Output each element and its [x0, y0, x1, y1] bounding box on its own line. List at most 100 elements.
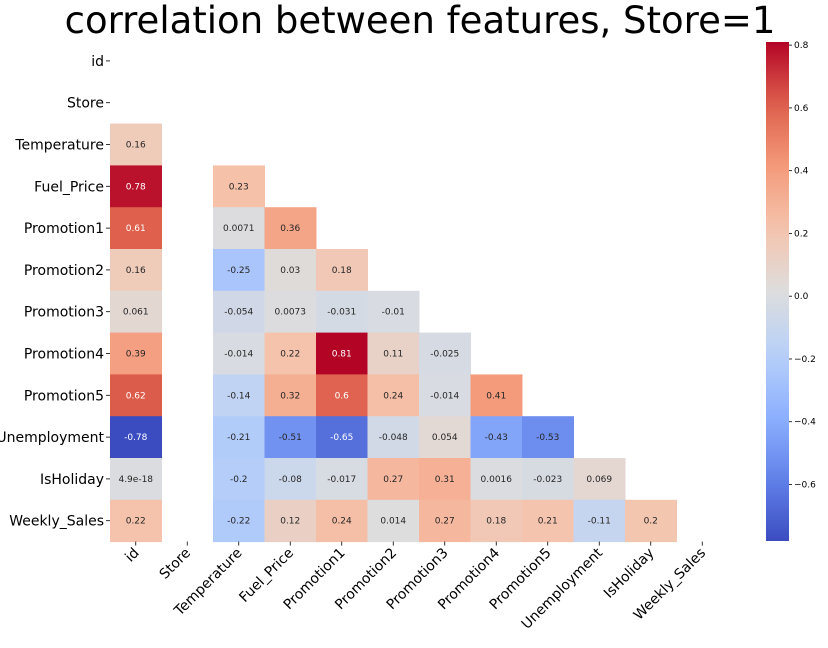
heatmap-cell	[367, 332, 420, 375]
heatmap-cell	[522, 499, 574, 543]
cell-value-label: 0.0073	[275, 308, 307, 318]
colorbar-gradient	[766, 42, 789, 541]
y-tick-label: Promotion3	[24, 305, 104, 321]
colorbar-tick-label: −0.6	[794, 481, 816, 491]
heatmap-cell	[110, 499, 162, 543]
cell-value-label: 0.23	[229, 182, 249, 192]
cell-value-label: -0.08	[279, 475, 303, 485]
y-tick-label: Promotion4	[24, 347, 104, 363]
cell-value-label: 0.2	[644, 517, 658, 527]
y-tick-label: Unemployment	[0, 430, 104, 446]
cell-value-label: 0.0071	[223, 224, 255, 234]
heatmap-cell	[213, 374, 265, 417]
heatmap-cell	[625, 499, 677, 543]
y-tick-label: Promotion5	[24, 388, 104, 404]
cell-value-label: -0.01	[382, 308, 405, 318]
cell-value-label: 0.069	[586, 475, 612, 485]
cell-value-label: 0.12	[280, 517, 300, 527]
y-tick-label: Fuel_Price	[34, 179, 104, 195]
x-tick-label: id	[122, 545, 142, 565]
cell-value-label: 0.16	[126, 141, 146, 151]
colorbar-tick-label: −0.2	[794, 355, 816, 365]
cell-value-label: -0.25	[227, 266, 250, 276]
heatmap-cell	[573, 458, 626, 501]
x-tick-label: Store	[157, 545, 194, 582]
heatmap-cell	[264, 332, 317, 375]
colorbar-tick-label: 0.0	[794, 292, 809, 302]
cell-value-label: -0.031	[327, 308, 356, 318]
heatmap-cell	[264, 290, 317, 334]
heatmap-cell	[110, 207, 162, 250]
cell-value-label: 4.9e-18	[118, 475, 153, 485]
heatmap-cell	[264, 207, 317, 250]
cell-value-label: -0.21	[227, 433, 250, 443]
colorbar-tick-label: 0.4	[794, 167, 809, 177]
heatmap-cell	[470, 499, 523, 543]
heatmap-cell-values: 0.16 0.78 0.23 0.61 0.0071 0.36 0.16 -0.25 0.03 0…	[118, 141, 657, 527]
y-tick-label: id	[91, 54, 104, 70]
heatmap-cell	[419, 416, 471, 459]
cell-value-label: 0.18	[486, 517, 506, 527]
cell-value-label: -0.014	[224, 350, 253, 360]
cell-value-label: 0.24	[332, 517, 352, 527]
heatmap-cell	[367, 374, 420, 417]
cell-value-label: 0.16	[126, 266, 146, 276]
cell-value-label: 0.62	[126, 391, 146, 401]
y-axis: id Store Temperature Fuel_Price Promotion1 Pr…	[0, 54, 110, 530]
cell-value-label: 0.27	[383, 475, 403, 485]
heatmap-cell	[419, 332, 471, 375]
colorbar-tick-label: 0.2	[794, 229, 808, 239]
cell-value-label: 0.18	[332, 266, 352, 276]
cell-value-label: -0.2	[230, 475, 248, 485]
cell-value-label: 0.78	[126, 182, 146, 192]
cell-value-label: 0.24	[383, 391, 403, 401]
cell-value-label: -0.054	[224, 308, 253, 318]
x-axis: id StoreTemperatureFuel_PricePromotion1Pr…	[122, 541, 709, 633]
heatmap-cell	[316, 332, 368, 375]
cell-value-label: 0.03	[280, 266, 300, 276]
cell-value-label: -0.14	[227, 391, 251, 401]
heatmap-cell	[264, 458, 317, 501]
heatmap-cell	[110, 416, 162, 459]
heatmap-cell	[316, 458, 368, 501]
heatmap-cell	[419, 499, 471, 543]
cell-value-label: -0.11	[588, 517, 611, 527]
cell-value-label: 0.41	[486, 391, 506, 401]
heatmap-cell	[470, 458, 523, 501]
heatmap-cell	[213, 416, 265, 459]
heatmap-cell	[213, 458, 265, 501]
cell-value-label: -0.22	[227, 517, 250, 527]
colorbar-tick-label: 0.6	[794, 104, 809, 114]
heatmap-cell	[367, 458, 420, 501]
heatmap-cell	[213, 165, 265, 208]
heatmap-cell	[316, 290, 368, 334]
y-tick-label: Promotion1	[24, 221, 104, 237]
colorbar-tick-label: −0.4	[794, 418, 816, 428]
heatmap-cell	[316, 499, 368, 543]
heatmap-cell	[316, 249, 368, 292]
cell-value-label: -0.017	[327, 475, 356, 485]
heatmap-cell	[573, 499, 626, 543]
colorbar: 0.8 0.6 0.4 0.2 0.0 −0.2 −0.4 −0.6	[766, 41, 816, 541]
heatmap-cell	[213, 249, 265, 292]
cell-value-label: -0.43	[485, 433, 508, 443]
heatmap-cell	[316, 416, 368, 459]
cell-value-label: 0.6	[335, 391, 350, 401]
heatmap-cell	[213, 499, 265, 543]
cell-value-label: 0.0016	[481, 475, 513, 485]
heatmap-cell	[264, 249, 317, 292]
cell-value-label: 0.31	[435, 475, 455, 485]
heatmap-cell	[213, 207, 265, 250]
heatmap-cell	[110, 374, 162, 417]
cell-value-label: -0.65	[330, 433, 353, 443]
heatmap-cell	[110, 249, 162, 292]
cell-value-label: 0.39	[126, 350, 146, 360]
heatmap-cell	[367, 416, 420, 459]
heatmap-cell	[110, 332, 162, 375]
y-tick-label: Store	[67, 96, 104, 112]
cell-value-label: -0.53	[536, 433, 559, 443]
chart-title: correlation between features, Store=1	[65, 0, 776, 42]
heatmap-cell	[213, 332, 265, 375]
cell-value-label: -0.78	[124, 433, 148, 443]
